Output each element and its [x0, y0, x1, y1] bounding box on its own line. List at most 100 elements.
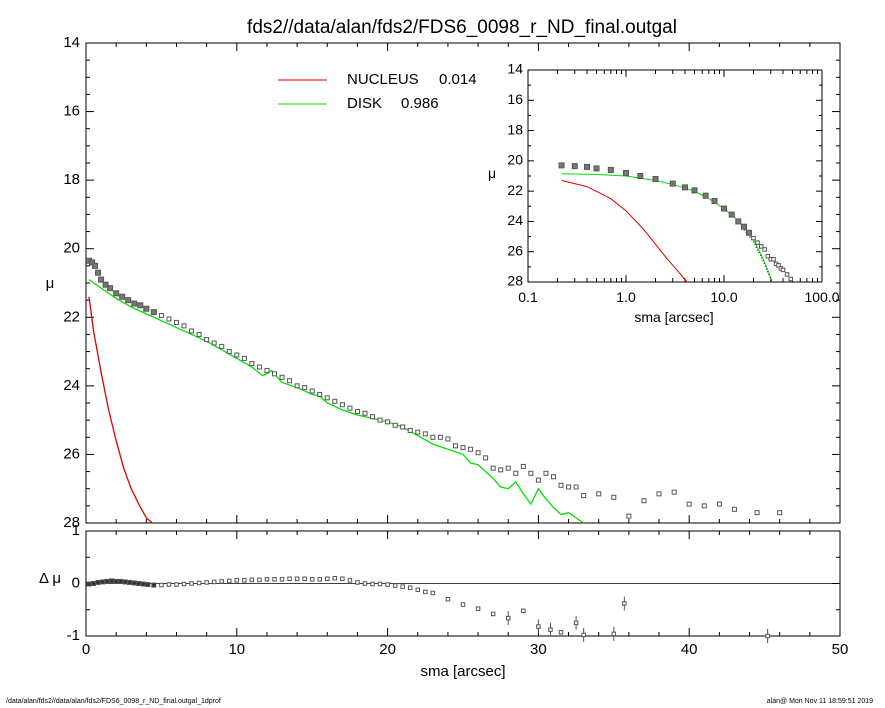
inset-y-tick-label: 18: [507, 121, 523, 137]
data-point: [777, 510, 783, 516]
legend-nucleus-label: NUCLEUS: [347, 71, 419, 88]
data-point: [119, 293, 126, 300]
residual-point: [377, 581, 383, 587]
inset-y-tick-label: 28: [507, 273, 523, 289]
residual-point: [118, 578, 124, 584]
inset-data-point: [780, 267, 786, 273]
residual-point: [249, 577, 255, 583]
residual-point: [558, 630, 564, 635]
residual-point: [347, 578, 353, 583]
data-point: [686, 501, 692, 507]
residual-point: [122, 579, 128, 585]
inset-data-point: [746, 229, 753, 236]
residual-point: [219, 579, 224, 584]
inset-data-point: [759, 244, 764, 249]
data-point: [264, 367, 270, 373]
data-point: [430, 434, 436, 440]
inset-data-point: [691, 187, 698, 194]
data-point: [754, 510, 760, 516]
residual-point: [91, 581, 97, 586]
residual-point: [264, 577, 270, 582]
inset-data-point: [728, 211, 735, 218]
residual-point: [309, 577, 315, 582]
data-point: [528, 470, 534, 476]
residual-point: [95, 579, 101, 585]
inset-nucleus-path: [561, 180, 688, 283]
inset-data-points: [558, 162, 794, 282]
data-points-series: [86, 257, 783, 519]
x-tick-label: 40: [681, 641, 698, 658]
inset-x-axis: 0.1 1.0 10.0 100.0: [518, 70, 840, 305]
data-point: [535, 477, 541, 483]
inset-y-axis-label: μ: [488, 165, 496, 181]
data-point: [204, 337, 210, 343]
data-point: [354, 409, 360, 415]
residual-y-tick-label: 0: [72, 574, 80, 591]
residual-point: [765, 633, 770, 639]
residual-plot: 10-1 0 10 20 30 40 50 Δ μ sma [arcsec]: [39, 522, 848, 680]
residual-point: [400, 584, 405, 589]
data-point: [211, 340, 217, 346]
inset-y-axis: 14 16 18 20 22 24 26 28: [507, 61, 822, 289]
residual-point: [100, 579, 106, 585]
residual-point: [140, 581, 146, 587]
inset-y-tick-label: 24: [507, 212, 523, 228]
data-point: [131, 300, 138, 307]
data-point: [626, 513, 632, 519]
residual-point: [166, 582, 172, 587]
residual-point: [622, 601, 627, 606]
inset-y-tick-label: 22: [507, 182, 523, 198]
residual-point: [385, 582, 390, 587]
main-y-axis: 14 16 18 20 22 24 26 28: [63, 34, 841, 531]
residual-point: [423, 589, 428, 595]
inset-data-point: [682, 184, 689, 191]
data-point: [558, 482, 564, 488]
residual-point: [242, 578, 247, 583]
data-point: [385, 419, 391, 425]
data-point: [452, 443, 458, 449]
residual-point: [227, 578, 232, 584]
data-point: [294, 383, 300, 389]
residual-point: [325, 576, 330, 582]
data-point: [543, 470, 549, 476]
data-point: [189, 328, 195, 334]
data-point: [234, 352, 240, 358]
data-point: [196, 331, 202, 337]
data-point: [498, 467, 504, 473]
inset-nucleus-line: [561, 180, 688, 283]
data-point: [317, 391, 323, 397]
inset-data-point: [652, 176, 659, 183]
x-tick-label: 30: [530, 641, 547, 658]
x-tick-label: 50: [832, 641, 849, 658]
residual-point: [272, 577, 277, 582]
data-point: [656, 491, 662, 497]
main-y-tick-label: 22: [63, 308, 80, 325]
residual-point: [317, 577, 322, 582]
data-point: [445, 436, 451, 442]
data-point: [143, 305, 150, 312]
data-point: [362, 410, 368, 416]
inset-data-point: [702, 192, 709, 199]
data-point: [125, 297, 132, 304]
data-point: [483, 455, 489, 461]
inset-data-point: [607, 166, 614, 173]
residual-point: [475, 606, 481, 611]
data-point: [339, 402, 345, 408]
data-point: [98, 276, 105, 283]
footer-file-path: /data/alan/fds2//data/alan/fds2/FDS6_009…: [6, 698, 221, 705]
main-y-tick-label: 24: [63, 377, 80, 394]
inset-data-point: [711, 197, 718, 204]
data-point: [279, 374, 285, 380]
main-y-tick-label: 14: [63, 34, 80, 51]
residual-point: [196, 580, 202, 586]
inset-data-point: [741, 223, 748, 230]
inset-data-point: [623, 169, 629, 176]
inset-data-point: [784, 272, 790, 277]
data-point: [309, 388, 315, 394]
residual-point: [573, 620, 579, 626]
data-point: [302, 385, 308, 391]
residual-point: [415, 587, 421, 593]
inset-data-point: [776, 263, 781, 268]
data-point: [422, 431, 428, 437]
